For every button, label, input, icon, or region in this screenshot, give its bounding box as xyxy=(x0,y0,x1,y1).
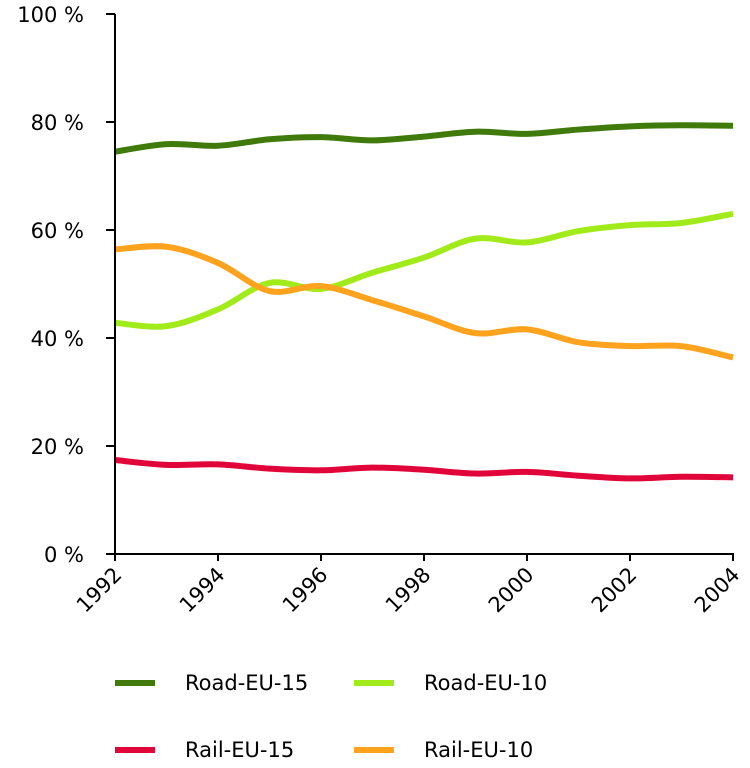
legend-swatch-road-eu-10 xyxy=(354,680,394,686)
legend-swatch-rail-eu-10 xyxy=(354,747,394,753)
y-tick-label: 80 % xyxy=(31,111,84,135)
legend-item-rail-eu-10[interactable]: Rail-EU-10 xyxy=(354,738,533,762)
x-ticks: 1992 1994 1996 1998 2000 2002 2004 xyxy=(72,554,745,617)
legend-label-road-eu-10: Road-EU-10 xyxy=(424,671,548,695)
x-tick-label: 2000 xyxy=(484,563,539,618)
legend-item-rail-eu-15[interactable]: Rail-EU-15 xyxy=(115,738,294,762)
legend-swatch-road-eu-15 xyxy=(115,680,155,686)
series-line-rail-eu-15 xyxy=(114,457,734,482)
x-tick-label: 2004 xyxy=(690,563,745,618)
x-tick-label: 1996 xyxy=(278,563,333,618)
y-tick-label: 0 % xyxy=(44,543,84,567)
series-line-rail-eu-10 xyxy=(114,243,734,361)
y-tick-label: 100 % xyxy=(17,3,84,27)
x-tick-label: 2002 xyxy=(587,563,642,618)
x-tick-label: 1994 xyxy=(175,563,230,618)
legend-label-rail-eu-15: Rail-EU-15 xyxy=(185,738,295,762)
legend-label-rail-eu-10: Rail-EU-10 xyxy=(424,738,534,762)
legend-item-road-eu-10[interactable]: Road-EU-10 xyxy=(354,671,547,695)
y-tick-label: 60 % xyxy=(31,219,84,243)
series-layer xyxy=(114,122,734,482)
axes-layer xyxy=(106,14,734,555)
y-ticks: 0 % 20 % 40 % 60 % 80 % 100 % xyxy=(17,3,115,567)
x-tick-label: 1992 xyxy=(72,563,127,618)
series-line-road-eu-10 xyxy=(114,210,734,330)
legend-label-road-eu-15: Road-EU-15 xyxy=(185,671,309,695)
x-tick-label: 1998 xyxy=(381,563,436,618)
legend-swatch-rail-eu-15 xyxy=(115,747,155,753)
series-line-road-eu-15 xyxy=(114,122,734,155)
legend-item-road-eu-15[interactable]: Road-EU-15 xyxy=(115,671,308,695)
y-tick-label: 40 % xyxy=(31,327,84,351)
y-tick-label: 20 % xyxy=(31,435,84,459)
